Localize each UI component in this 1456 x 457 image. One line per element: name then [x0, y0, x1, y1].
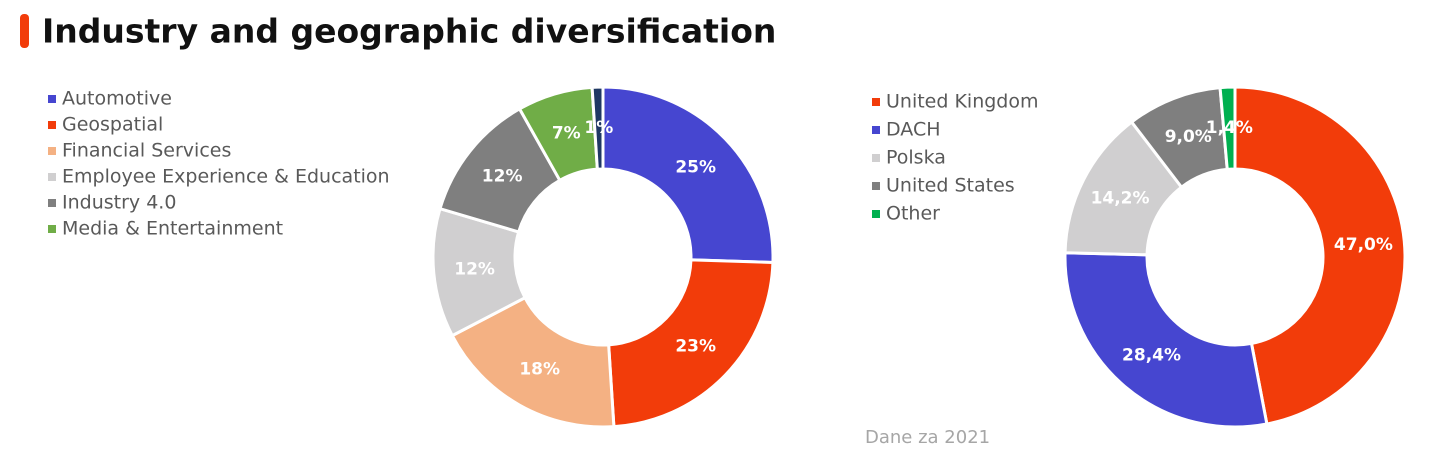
- legend-swatch: [48, 225, 56, 233]
- donut-slice: [1233, 85, 1407, 426]
- slice-label: 7%: [552, 123, 581, 143]
- slice-label: 23%: [675, 337, 716, 357]
- slice-label: 9,0%: [1165, 127, 1212, 147]
- slice-label: 14,2%: [1091, 188, 1150, 208]
- legend-swatch: [48, 147, 56, 155]
- legend-label: DACH: [886, 119, 941, 141]
- legend-swatch: [48, 95, 56, 103]
- slice-label: 18%: [519, 359, 560, 379]
- slice-label: 28,4%: [1122, 345, 1181, 365]
- legend-label: Geospatial: [62, 114, 163, 136]
- legend-label: Media & Entertainment: [62, 218, 283, 240]
- legend-swatch: [872, 210, 880, 218]
- legend-swatch: [872, 154, 880, 162]
- title-accent: [20, 14, 29, 48]
- slice-label: 12%: [482, 167, 523, 187]
- legend-label: Polska: [886, 147, 946, 169]
- slice-label: 12%: [454, 259, 495, 279]
- legend-swatch: [48, 121, 56, 129]
- slice-label: 25%: [675, 157, 716, 177]
- slide-title: Industry and geographic diversification: [42, 12, 776, 51]
- footnote: Dane za 2021: [865, 427, 990, 448]
- donut-slice: [1218, 85, 1237, 171]
- legend-swatch: [48, 199, 56, 207]
- legend-label: United States: [886, 175, 1015, 197]
- donut-slice: [601, 85, 775, 264]
- legend-label: Financial Services: [62, 140, 231, 162]
- legend-swatch: [48, 173, 56, 181]
- slice-label: 1,4%: [1206, 118, 1253, 138]
- slice-label: 1%: [584, 118, 613, 138]
- legend-label: Industry 4.0: [62, 192, 176, 214]
- donut-slice: [450, 295, 616, 429]
- legend-label: Employee Experience & Education: [62, 166, 390, 188]
- slice-label: 47,0%: [1334, 235, 1393, 255]
- donut-slice: [1063, 251, 1269, 429]
- donut-slice: [590, 85, 605, 171]
- legend-swatch: [872, 126, 880, 134]
- legend-label: Automotive: [62, 88, 172, 110]
- donut-slice: [607, 258, 775, 429]
- legend-label: Other: [886, 203, 940, 225]
- legend-label: United Kingdom: [886, 91, 1039, 113]
- legend-swatch: [872, 98, 880, 106]
- legend-swatch: [872, 182, 880, 190]
